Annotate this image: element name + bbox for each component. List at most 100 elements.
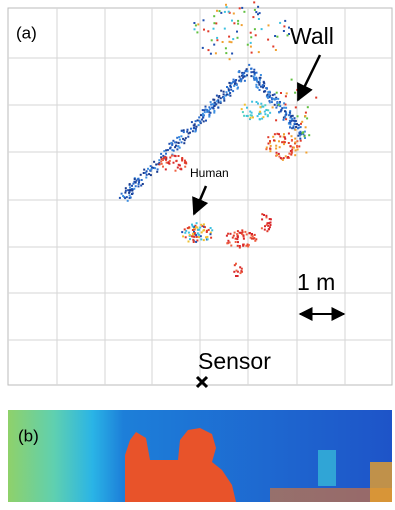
point [195, 24, 197, 26]
point [254, 234, 256, 236]
point [268, 94, 270, 96]
point [247, 44, 249, 46]
point [258, 51, 260, 53]
point [278, 133, 280, 135]
point [261, 227, 263, 229]
point [289, 127, 291, 129]
point [176, 148, 178, 150]
point [252, 16, 254, 18]
point [190, 128, 192, 130]
wall-label: Wall [290, 23, 334, 49]
point [294, 122, 296, 124]
point [250, 117, 252, 119]
point [220, 97, 222, 99]
point [251, 68, 253, 70]
point [227, 240, 229, 242]
point [206, 231, 208, 233]
point [290, 123, 292, 125]
depth-object [370, 462, 392, 502]
point [283, 30, 285, 32]
point [260, 103, 262, 105]
point [183, 142, 185, 144]
point [165, 153, 167, 155]
point [294, 92, 296, 94]
point [148, 173, 150, 175]
point [304, 115, 306, 117]
point [294, 138, 296, 140]
point [278, 140, 280, 142]
point [188, 232, 190, 234]
point [250, 71, 252, 73]
point [242, 244, 244, 246]
point [230, 89, 232, 91]
point [193, 125, 195, 127]
point [127, 200, 129, 202]
point [181, 160, 183, 162]
point [250, 75, 252, 77]
point [122, 195, 124, 197]
point [226, 94, 228, 96]
point [187, 136, 189, 138]
point [272, 94, 274, 96]
point [292, 127, 294, 129]
point [222, 41, 224, 43]
point [192, 236, 194, 238]
point [259, 79, 261, 81]
point [277, 98, 279, 100]
point [177, 167, 179, 169]
point [243, 238, 245, 240]
point [255, 84, 257, 86]
point [246, 115, 248, 117]
point [207, 30, 209, 32]
point [289, 113, 291, 115]
point [234, 264, 236, 266]
point [213, 44, 215, 46]
point [275, 145, 277, 147]
point [249, 232, 251, 234]
point [212, 103, 214, 105]
point [276, 154, 278, 156]
point [234, 81, 236, 83]
point [176, 137, 178, 139]
point [197, 229, 199, 231]
point [140, 174, 142, 176]
point [268, 24, 270, 26]
point [153, 161, 155, 163]
point [269, 112, 271, 114]
point [270, 224, 272, 226]
point [239, 247, 241, 249]
point [243, 76, 245, 78]
point [213, 28, 215, 30]
point [295, 149, 297, 151]
point [284, 136, 286, 138]
point [273, 98, 275, 100]
point [225, 4, 227, 6]
point [234, 232, 236, 234]
point [233, 271, 235, 273]
point [236, 31, 238, 33]
point [143, 172, 145, 174]
point [300, 131, 302, 133]
point [150, 174, 152, 176]
point [272, 106, 274, 108]
point [197, 119, 199, 121]
point [275, 107, 277, 109]
point [257, 13, 259, 15]
point [181, 130, 183, 132]
point [212, 107, 214, 109]
point [170, 142, 172, 144]
point [251, 101, 253, 103]
point [229, 41, 231, 43]
point [243, 11, 245, 13]
point [211, 229, 213, 231]
point [296, 140, 298, 142]
point [284, 141, 286, 143]
point [274, 93, 276, 95]
point [119, 197, 121, 199]
point [285, 95, 287, 97]
point [238, 71, 240, 73]
point [280, 110, 282, 112]
point [270, 222, 272, 224]
point [226, 242, 228, 244]
point [253, 238, 255, 240]
